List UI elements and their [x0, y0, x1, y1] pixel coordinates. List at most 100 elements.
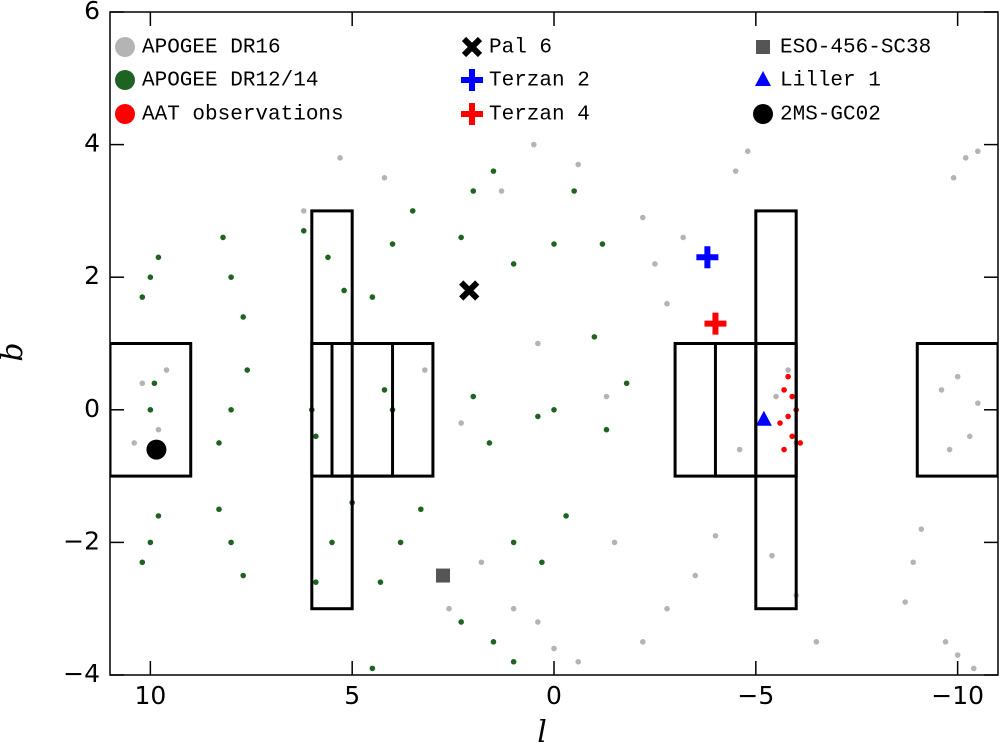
marker: [753, 104, 773, 124]
point: [139, 380, 146, 387]
y-tick-label: 6: [84, 0, 100, 25]
point: [551, 241, 557, 247]
point: [228, 539, 234, 546]
point: [664, 605, 670, 612]
point: [902, 599, 908, 605]
y-tick-label: 4: [84, 129, 100, 158]
point: [458, 234, 464, 241]
point: [539, 559, 545, 566]
point: [966, 433, 973, 440]
point: [470, 188, 477, 194]
point: [446, 605, 452, 612]
point: [938, 387, 945, 393]
point: [510, 539, 517, 546]
point: [369, 665, 376, 672]
point: [409, 208, 416, 214]
point: [300, 227, 307, 234]
point: [575, 658, 582, 665]
point: [163, 367, 170, 373]
point: [498, 188, 505, 194]
point: [458, 619, 464, 625]
point: [591, 334, 598, 340]
point: [575, 161, 582, 168]
point: [918, 526, 925, 532]
series: [146, 439, 167, 460]
point: [244, 367, 251, 373]
point: [910, 559, 917, 566]
point: [510, 605, 517, 612]
field-box: [110, 342, 193, 478]
point: [640, 214, 646, 221]
point: [240, 572, 246, 579]
series: [139, 168, 630, 672]
legend-item: Terzan 2: [461, 69, 590, 93]
point: [946, 446, 953, 453]
point: [652, 261, 658, 267]
point: [478, 559, 485, 566]
field-box: [673, 342, 798, 478]
marker: [756, 40, 770, 54]
point: [692, 572, 699, 579]
point: [797, 440, 804, 446]
point: [381, 174, 388, 181]
point: [789, 393, 795, 400]
point: [418, 506, 424, 513]
point: [535, 619, 541, 625]
series: [436, 568, 450, 583]
point: [563, 513, 569, 519]
point: [369, 294, 376, 300]
series: [755, 410, 772, 426]
legend-label: APOGEE DR12/14: [142, 70, 318, 93]
point: [490, 168, 497, 174]
point: [377, 579, 384, 585]
point: [325, 254, 331, 261]
x-tick-label: −10: [931, 681, 984, 710]
legend-item: ESO-456-SC38: [756, 37, 931, 60]
point: [531, 141, 537, 148]
point: [736, 446, 743, 453]
point: [781, 387, 787, 393]
point: [785, 373, 791, 380]
field-box: [754, 209, 798, 611]
point: [813, 639, 820, 645]
point: [389, 241, 396, 247]
point: [744, 148, 751, 155]
y-tick-label: 2: [84, 261, 100, 290]
point: [115, 104, 135, 124]
point: [623, 380, 630, 387]
point: [510, 658, 517, 665]
point: [458, 420, 464, 426]
point: [954, 652, 961, 658]
legend-label: Terzan 4: [489, 104, 590, 127]
point: [599, 241, 606, 247]
legend-label: APOGEE DR16: [142, 37, 281, 60]
point: [535, 340, 541, 347]
marker: [704, 312, 727, 335]
x-axis-label: l: [537, 715, 547, 749]
point: [769, 552, 775, 559]
point: [228, 407, 234, 413]
point: [950, 174, 957, 181]
series: [131, 141, 981, 672]
point: [785, 367, 791, 373]
point: [732, 168, 739, 174]
x-tick-label: 10: [134, 681, 166, 710]
point: [970, 665, 977, 672]
point: [155, 426, 162, 433]
point: [510, 261, 517, 267]
legend-item: Pal 6: [461, 37, 552, 60]
point: [962, 155, 969, 161]
legend-item: AAT observations: [115, 104, 344, 127]
point: [337, 155, 343, 161]
point: [228, 274, 234, 281]
point: [712, 532, 719, 539]
x-tick-label: 0: [546, 681, 562, 710]
point: [640, 639, 646, 645]
point: [381, 387, 388, 393]
point: [115, 70, 135, 90]
point: [551, 645, 557, 652]
point: [975, 148, 981, 155]
marker: [461, 69, 483, 91]
field-box: [330, 342, 395, 478]
point: [341, 287, 347, 294]
